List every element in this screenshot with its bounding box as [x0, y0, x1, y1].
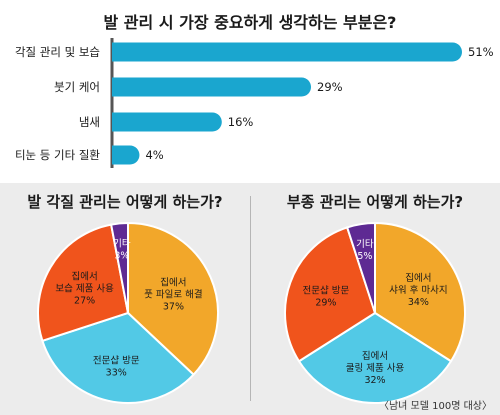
pie-slice-label: 풋 파일로 해결 — [144, 288, 202, 300]
bar-chart-title: 발 관리 시 가장 중요하게 생각하는 부분은? — [103, 13, 397, 32]
bar-chart-panel: 각질 관리 및 보습 51% 붓기 케어 29% 냄새 16% 티눈 등 기타 질환 4% — [0, 0, 500, 183]
pie-value-label: 37% — [163, 301, 184, 312]
bar-value-label: 29% — [317, 80, 343, 94]
pie-slice — [297, 311, 453, 404]
pie-slice-label: 집에서 — [405, 272, 431, 284]
pie-value-label: 33% — [106, 368, 127, 379]
bar-category-label: 붓기 케어 — [54, 80, 100, 94]
bar — [112, 77, 312, 97]
pie-value-label: 5% — [357, 251, 372, 262]
pie-slice — [345, 221, 376, 314]
bar — [112, 145, 140, 165]
pie-value-label: 34% — [408, 297, 429, 308]
pie-slice — [41, 311, 196, 404]
pie-value-label: 27% — [74, 295, 95, 306]
bar-value-label: 51% — [468, 45, 494, 59]
pie-slice — [37, 223, 130, 343]
pie-value-label: 3% — [114, 250, 129, 261]
left-pie-title: 발 각질 관리는 어떻게 하는가? — [27, 193, 223, 211]
pie-slice-label: 보습 제품 사용 — [55, 283, 114, 294]
pie-slice-label: 쿨링 제품 사용 — [346, 362, 405, 374]
pie-value-label: 32% — [364, 375, 385, 386]
pie-slice-label: 전문샵 방문 — [303, 285, 350, 296]
bar — [112, 112, 222, 132]
pie-slice-label: 집에서 — [362, 350, 388, 362]
pie-value-label: 29% — [315, 297, 336, 308]
pie-slice — [109, 221, 129, 314]
pie-slice-label: 전문샵 방문 — [93, 356, 140, 367]
pie-slice-label: 샤워 후 마사지 — [389, 285, 447, 296]
panel-divider — [250, 196, 251, 401]
bar-value-label: 4% — [145, 148, 163, 162]
pie-slice-label: 기타 — [113, 238, 131, 249]
pie-slice — [284, 226, 377, 363]
bar-category-label: 각질 관리 및 보습 — [15, 45, 100, 59]
pie-slice-label: 집에서 — [72, 270, 98, 282]
bar-value-label: 16% — [228, 115, 254, 129]
footnote: 〈남녀 모델 100명 대상〉 — [378, 401, 492, 412]
right-pie-title: 부종 관리는 어떻게 하는가? — [286, 193, 464, 211]
pie-slice-label: 집에서 — [160, 276, 186, 288]
bar-chart: 각질 관리 및 보습 51% 붓기 케어 29% 냄새 16% 티눈 등 기타 질환 4% — [15, 38, 494, 168]
pie-slice — [127, 221, 219, 377]
pie-slice-label: 기타 — [356, 239, 374, 250]
bar — [112, 42, 462, 62]
bar-category-label: 냄새 — [79, 115, 100, 129]
bar-category-label: 티눈 등 기타 질환 — [15, 148, 100, 162]
